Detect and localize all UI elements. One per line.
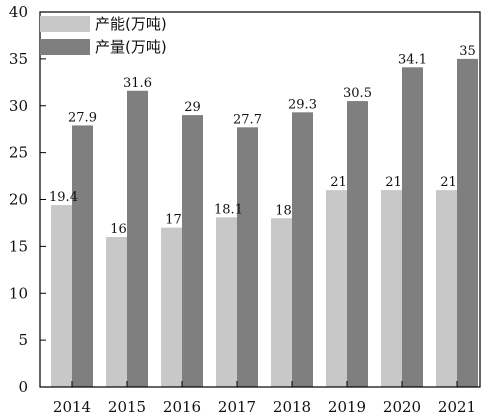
plot-frame xyxy=(39,11,481,388)
legend-label-capacity: 产能(万吨) xyxy=(95,15,167,33)
y-tick-label: 10 xyxy=(9,284,28,302)
output-bar xyxy=(292,112,313,387)
capacity-bar xyxy=(436,190,457,387)
y-tick-label: 35 xyxy=(9,50,28,68)
output-bar xyxy=(72,125,93,387)
capacity-data-label: 18 xyxy=(275,203,292,218)
x-tick-label: 2021 xyxy=(438,398,476,416)
capacity-bar xyxy=(326,190,347,387)
output-bar xyxy=(237,127,258,387)
y-tick-label: 30 xyxy=(9,97,28,115)
output-bar xyxy=(127,90,148,387)
capacity-bar xyxy=(216,217,237,387)
output-data-label: 31.6 xyxy=(123,76,152,91)
x-tick-label: 2014 xyxy=(53,398,91,416)
output-data-label: 30.5 xyxy=(343,86,372,101)
capacity-data-label: 18.1 xyxy=(214,202,243,217)
capacity-data-label: 16 xyxy=(110,222,127,237)
output-bar xyxy=(182,115,203,387)
y-tick-label: 15 xyxy=(9,237,28,255)
capacity-data-label: 17 xyxy=(165,213,182,228)
capacity-bar xyxy=(106,237,127,387)
output-bar xyxy=(457,58,478,387)
x-tick-label: 2018 xyxy=(273,398,311,416)
capacity-bar xyxy=(161,227,182,387)
x-tick-label: 2017 xyxy=(218,398,256,416)
capacity-data-label: 21 xyxy=(385,175,402,190)
y-tick-label: 25 xyxy=(9,144,28,162)
x-tick-label: 2015 xyxy=(108,398,146,416)
capacity-data-label: 21 xyxy=(440,175,457,190)
capacity-data-label: 21 xyxy=(330,175,347,190)
x-tick-label: 2016 xyxy=(163,398,201,416)
y-tick-label: 5 xyxy=(18,331,28,349)
output-data-label: 35 xyxy=(459,44,476,59)
capacity-bar xyxy=(381,190,402,387)
bars-layer xyxy=(51,58,478,387)
output-data-label: 27.7 xyxy=(233,112,262,127)
legend-swatch-capacity xyxy=(40,16,90,32)
x-tick-label: 2019 xyxy=(328,398,366,416)
legend: 产能(万吨) 产量(万吨) xyxy=(40,15,167,56)
x-tick-label: 2020 xyxy=(383,398,421,416)
y-tick-label: 40 xyxy=(9,3,28,21)
capacity-bar xyxy=(51,205,72,387)
output-bar xyxy=(347,101,368,387)
legend-label-output: 产量(万吨) xyxy=(95,38,167,56)
data-labels-layer: 19.4 27.9 16 31.6 17 29 18.1 27.7 18 29.3 21 30.5 21… xyxy=(49,44,476,237)
legend-swatch-output xyxy=(40,39,90,55)
output-data-label: 29 xyxy=(184,100,201,115)
y-tick-label: 20 xyxy=(9,191,28,209)
capacity-data-label: 19.4 xyxy=(49,190,78,205)
output-data-label: 34.1 xyxy=(398,52,427,67)
capacity-bar xyxy=(271,218,292,387)
output-bar xyxy=(402,67,423,387)
output-data-label: 29.3 xyxy=(288,97,317,112)
axes-layer: 2014 2015 2016 2017 2018 2019 2020 202105101520… xyxy=(9,3,481,416)
y-tick-label: 0 xyxy=(18,378,28,396)
output-data-label: 27.9 xyxy=(68,110,97,125)
